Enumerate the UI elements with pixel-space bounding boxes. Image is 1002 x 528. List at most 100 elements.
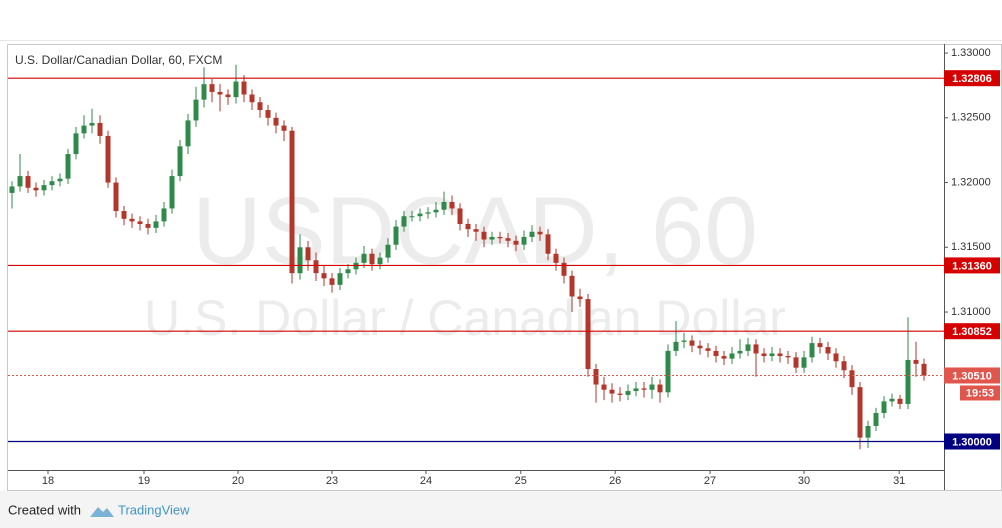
candle-body xyxy=(153,221,159,228)
candle-body xyxy=(881,401,887,414)
candle-body xyxy=(801,357,807,368)
candle-body xyxy=(305,247,311,261)
candle-body xyxy=(625,391,631,395)
candle-body xyxy=(385,244,391,258)
candle-body xyxy=(297,247,303,274)
candle-body xyxy=(73,133,79,155)
footer-text: Created with xyxy=(8,502,81,517)
candle-body xyxy=(441,201,447,210)
candle-body xyxy=(129,218,135,222)
candle-body xyxy=(89,122,95,126)
candle-body xyxy=(809,343,815,358)
candle-body xyxy=(233,81,239,98)
candle-body xyxy=(425,212,431,214)
x-tick-label: 25 xyxy=(515,475,527,487)
candle-body xyxy=(161,208,167,222)
candle-body xyxy=(521,236,527,245)
candle-body xyxy=(569,275,575,297)
candle-body xyxy=(865,425,871,438)
candle-body xyxy=(217,91,223,95)
candle-body xyxy=(49,181,55,186)
x-tick-label: 18 xyxy=(42,475,54,487)
candle-body xyxy=(729,353,735,359)
candle-body xyxy=(193,99,199,121)
x-tick-label: 30 xyxy=(798,475,810,487)
candle-body xyxy=(361,253,367,263)
level-tag xyxy=(944,323,1000,340)
candle-body xyxy=(169,176,175,209)
candle-body xyxy=(25,176,31,188)
y-tick-label: 1.33000 xyxy=(951,47,991,59)
candle-body xyxy=(249,94,255,103)
x-tick-label: 24 xyxy=(420,475,432,487)
watermark-description: U.S. Dollar / Canadian Dollar xyxy=(144,290,786,346)
candle-body xyxy=(177,146,183,177)
x-tick-label: 19 xyxy=(138,475,150,487)
candle-body xyxy=(113,182,119,212)
candle-body xyxy=(65,154,71,179)
candle-body xyxy=(321,273,327,279)
level-label: 1.32806 xyxy=(952,73,992,85)
candle-body xyxy=(849,370,855,388)
candle-body xyxy=(745,344,751,351)
footer-brand[interactable]: TradingView xyxy=(118,502,190,517)
candle-body xyxy=(673,341,679,351)
candle-body xyxy=(873,413,879,426)
candle-body xyxy=(481,231,487,240)
candle-body xyxy=(657,384,663,393)
candle-body xyxy=(577,296,583,300)
candle-body xyxy=(793,357,799,368)
candle-body xyxy=(273,117,279,126)
candle-body xyxy=(417,213,423,217)
candle-body xyxy=(561,262,567,276)
candle-body xyxy=(17,176,23,187)
candle-body xyxy=(769,353,775,357)
candle-body xyxy=(185,120,191,147)
x-tick-label: 26 xyxy=(609,475,621,487)
candle-body xyxy=(585,299,591,370)
candle-body xyxy=(529,231,535,237)
candle-body xyxy=(737,350,743,354)
candle-body xyxy=(617,393,623,395)
candle-body xyxy=(105,135,111,183)
candle-body xyxy=(633,388,639,392)
candle-body xyxy=(641,388,647,390)
candle-body xyxy=(545,234,551,254)
candle-body xyxy=(905,359,911,404)
x-tick-label: 31 xyxy=(893,475,905,487)
candle-body xyxy=(497,236,503,239)
candle-body xyxy=(689,340,695,346)
y-tick-label: 1.32500 xyxy=(951,112,991,124)
candle-body xyxy=(753,344,759,354)
y-tick-label: 1.31000 xyxy=(951,306,991,318)
candle-body xyxy=(449,201,455,209)
candle-body xyxy=(841,361,847,371)
candle-body xyxy=(513,240,519,245)
candle-body xyxy=(289,130,295,274)
candle-body xyxy=(897,398,903,404)
candle-body xyxy=(33,187,39,191)
candle-body xyxy=(329,278,335,285)
candle-body xyxy=(241,81,247,95)
candle-body xyxy=(761,353,767,357)
watermark: USDCAD, 60 U.S. Dollar / Canadian Dollar xyxy=(144,177,786,346)
candle-body xyxy=(209,84,215,92)
countdown-label: 19:53 xyxy=(966,387,994,399)
x-tick-label: 27 xyxy=(704,475,716,487)
candle-body xyxy=(409,216,415,218)
tradingview-logo[interactable] xyxy=(90,507,114,517)
last-price-tag xyxy=(944,367,1000,384)
candle-body xyxy=(345,269,351,274)
candle-body xyxy=(697,345,703,349)
candle-body xyxy=(713,350,719,357)
candle-body xyxy=(489,236,495,240)
candle-body xyxy=(9,186,15,193)
top-strip xyxy=(0,0,1002,40)
level-tag xyxy=(944,257,1000,274)
candle-body xyxy=(457,208,463,224)
candle-body xyxy=(777,353,783,357)
candle-body xyxy=(41,185,47,191)
candle-body xyxy=(201,84,207,100)
x-tick-label: 20 xyxy=(232,475,244,487)
